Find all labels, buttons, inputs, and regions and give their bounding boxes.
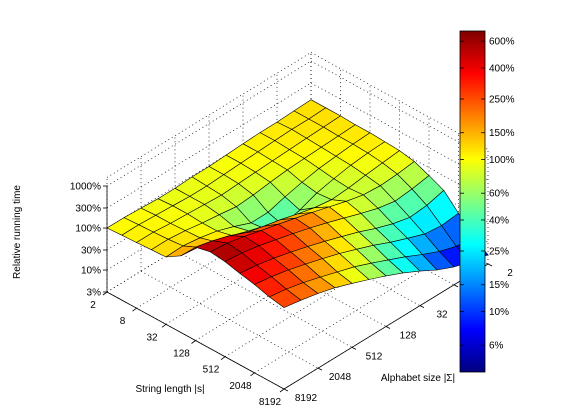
x-tick-label: 8192	[259, 397, 282, 408]
y-tick-mark	[385, 326, 391, 329]
z-tick-label: 10%	[81, 266, 101, 277]
z-axis-title: Relative running time	[12, 185, 23, 279]
colorbar-tick-label: 25%	[489, 247, 509, 258]
y-tick-label: 2048	[329, 372, 352, 383]
x-tick-mark	[250, 372, 255, 377]
z-tick-label: 300%	[75, 204, 101, 215]
y-tick-mark	[419, 305, 425, 309]
x-tick-label: 128	[173, 349, 190, 360]
colorbar-tick-label: 60%	[489, 189, 509, 200]
x-tick-mark	[132, 307, 137, 312]
y-tick-mark	[283, 388, 289, 392]
grid-line	[310, 60, 489, 159]
y-tick-mark	[453, 284, 459, 288]
colorbar-tick-label: 40%	[489, 215, 509, 226]
y-tick-mark	[317, 367, 323, 371]
tick-layer: 2832128512204881922832128512204881923%10…	[70, 182, 513, 408]
surface-patch	[268, 288, 302, 308]
y-tick-mark	[487, 263, 493, 267]
colorbar-tick-label: 250%	[489, 94, 515, 105]
z-tick-label: 3%	[87, 288, 102, 299]
x-tick-mark	[220, 356, 226, 360]
colorbar-gradient	[459, 30, 486, 373]
x-tick-mark	[279, 388, 285, 393]
z-tick-label: 100%	[75, 224, 101, 235]
z-tick-label: 30%	[81, 246, 101, 257]
x-tick-label: 512	[203, 365, 220, 376]
z-tick-label: 1000%	[70, 182, 101, 193]
colorbar-tick-label: 6%	[489, 341, 504, 352]
colorbar-tick-label: 100%	[489, 155, 515, 166]
grid-line	[174, 250, 353, 348]
x-tick-label: 2048	[229, 381, 252, 392]
y-tick-label: 8192	[295, 393, 318, 404]
y-tick-label: 512	[366, 351, 383, 362]
colorbar-tick-label: 600%	[489, 37, 515, 48]
colorbar-tick-label: 150%	[489, 128, 515, 139]
colorbar-tick-label: 400%	[489, 63, 515, 74]
x-tick-label: 8	[120, 316, 126, 327]
surface-layer	[106, 99, 489, 308]
grid-line	[310, 52, 489, 150]
x-tick-mark	[191, 340, 196, 344]
x-axis-title: String length |s|	[135, 384, 204, 395]
colorbar-tick-label: 15%	[489, 280, 509, 291]
grid-line	[310, 82, 489, 181]
y-tick-mark	[351, 346, 357, 350]
x-tick-label: 2	[90, 300, 96, 311]
colorbar-tick-label: 10%	[489, 307, 509, 318]
colorbar: 6% 10% 15% 25% 40% 60% 100% 150% 250% 400% 600%	[459, 30, 515, 373]
y-tick-label: 128	[400, 331, 417, 342]
y-tick-label: 2	[507, 268, 513, 279]
grid-line	[140, 270, 319, 369]
x-tick-mark	[102, 291, 108, 296]
x-tick-label: 32	[146, 332, 158, 343]
y-axis-title: Alphabet size |Σ|	[381, 373, 455, 384]
x-tick-mark	[161, 324, 167, 328]
y-tick-label: 32	[436, 310, 448, 321]
